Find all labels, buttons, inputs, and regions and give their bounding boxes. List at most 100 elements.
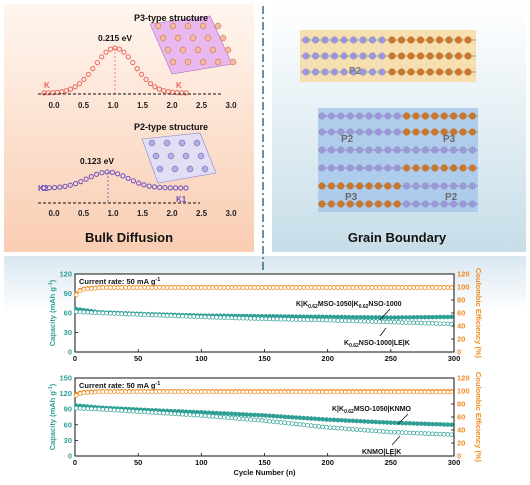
capacity-point (350, 427, 356, 432)
capacity-point (183, 412, 189, 417)
efficiency-point (89, 286, 94, 291)
capacity-point (316, 416, 322, 422)
efficiency-point (320, 285, 325, 290)
efficiency-point (146, 285, 151, 290)
x-tick-label: 0 (73, 458, 77, 467)
lattice-atom (214, 58, 222, 66)
atom (318, 164, 326, 172)
atom (440, 128, 448, 136)
efficiency-point (248, 389, 253, 395)
efficiency-point (293, 389, 299, 395)
capacity-point (411, 320, 416, 326)
capacity-point (218, 414, 223, 420)
efficiency-point (308, 285, 314, 290)
capacity-point (297, 317, 303, 322)
lattice-atom (194, 46, 202, 54)
capacity-point (358, 427, 363, 433)
capacity-point (290, 317, 295, 322)
capacity-point (373, 315, 378, 320)
atom (346, 112, 354, 120)
y-right-tick-label: 120 (457, 270, 470, 279)
atom (302, 36, 310, 44)
efficiency-point (365, 285, 371, 290)
p2-end-left-label: K2 (38, 184, 49, 193)
efficiency-point (392, 285, 397, 290)
atom (327, 164, 335, 172)
energy-point (125, 54, 131, 60)
efficiency-point (362, 389, 367, 395)
atom (337, 182, 345, 190)
efficiency-point (115, 285, 121, 290)
capacity-point (422, 320, 428, 326)
efficiency-point (130, 285, 136, 290)
energy-point (130, 178, 136, 184)
capacity-point (384, 315, 390, 320)
capacity-point (320, 417, 325, 422)
capacity-point (180, 412, 185, 417)
atom (454, 36, 463, 44)
capacity-point (115, 311, 121, 316)
capacity-point (89, 406, 94, 412)
capacity-point (384, 319, 390, 325)
lattice-atom (182, 152, 190, 160)
capacity-point (384, 429, 390, 435)
efficiency-point (244, 285, 250, 290)
efficiency-point (96, 389, 102, 394)
capacity-point (297, 422, 303, 427)
capacity-point (210, 414, 215, 419)
y-left-tick-label: 150 (59, 374, 72, 383)
x-tick-label: 2.0 (166, 209, 178, 218)
energy-point (134, 66, 140, 72)
efficiency-point (123, 389, 128, 394)
capacity-point (339, 426, 344, 431)
atom (378, 68, 386, 76)
atom (407, 68, 415, 76)
atom (337, 146, 345, 154)
efficiency-point (255, 285, 261, 290)
capacity-point (229, 411, 234, 417)
atom (412, 146, 420, 154)
efficiency-point (218, 285, 223, 290)
atom (349, 36, 358, 44)
capacity-point (108, 311, 113, 316)
x-tick-label: 150 (258, 458, 271, 467)
efficiency-point (350, 389, 356, 395)
capacity-point (119, 311, 124, 317)
capacity-point (437, 314, 443, 320)
capacity-point (183, 314, 189, 319)
capacity-point (176, 313, 181, 319)
capacity-point (343, 318, 348, 323)
atom (393, 146, 401, 154)
capacity-point (282, 414, 287, 420)
capacity-point (308, 416, 314, 421)
efficiency-point (229, 389, 234, 395)
atom (412, 200, 420, 208)
capacity-point (354, 314, 359, 320)
capacity-point (191, 412, 197, 418)
efficiency-point (426, 285, 431, 290)
atom (421, 164, 429, 172)
efficiency-point (346, 285, 352, 290)
efficiency-point (127, 389, 132, 394)
capacity-point (399, 315, 405, 320)
efficiency-point (138, 285, 143, 290)
atom (403, 200, 411, 208)
capacity-point (202, 413, 208, 419)
atom (435, 68, 444, 76)
y-right-tick-label: 100 (457, 387, 470, 396)
capacity-point (248, 417, 253, 422)
capacity-point (293, 415, 299, 420)
y-left-tick-label: 120 (59, 270, 72, 279)
capacity-point (407, 315, 413, 320)
efficiency-point (437, 285, 443, 290)
capacity-point (399, 420, 405, 426)
capacity-point (218, 411, 223, 416)
series-a-label: K|K0.62MSO-1050|KNMO (332, 406, 412, 415)
capacity-point (259, 316, 265, 322)
capacity-point (157, 313, 162, 318)
capacity-point (104, 407, 109, 412)
capacity-point (271, 413, 276, 419)
capacity-point (149, 410, 155, 415)
capacity-point (365, 319, 371, 324)
capacity-point (123, 311, 128, 317)
